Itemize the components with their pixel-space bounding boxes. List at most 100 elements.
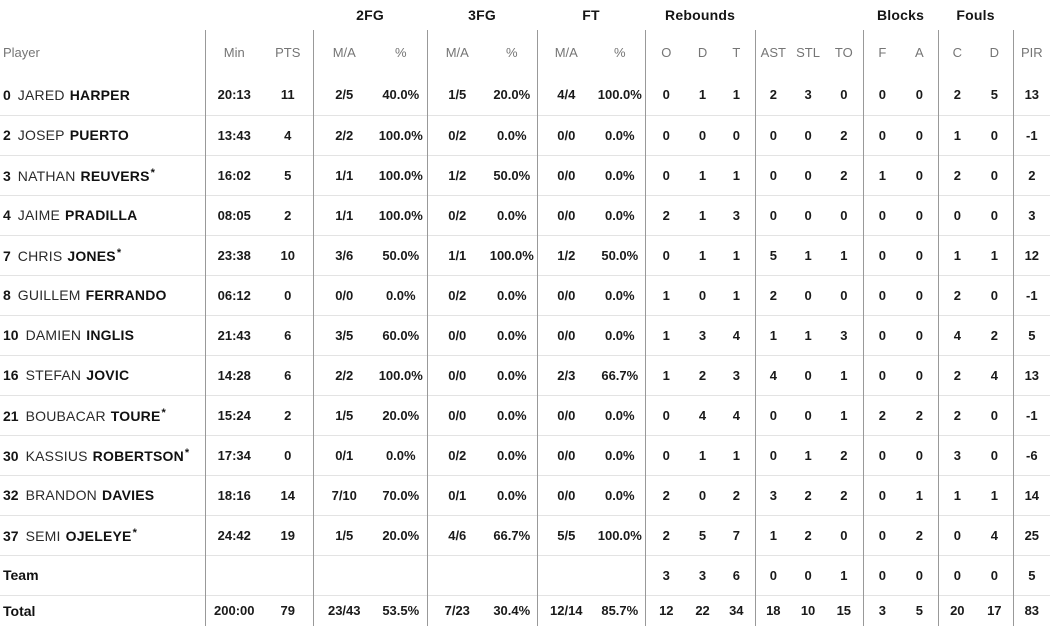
ft-ma-cell: 0/0: [537, 114, 596, 155]
group-header-rebounds: Rebounds: [665, 7, 736, 23]
3fg-ma-cell: 0/0: [427, 354, 488, 395]
2fg-pct-cell: 70.0%: [375, 474, 428, 515]
table-row: 16 STEFAN JOVIC 14:28 6 2/2 100.0% 0/0 0.0…: [0, 354, 1050, 395]
foul-c-cell: 0: [938, 554, 977, 595]
stl-cell: 0: [791, 154, 826, 195]
pir-cell: -6: [1013, 434, 1050, 475]
starter-mark: *: [184, 446, 190, 459]
pir-cell: 12: [1013, 234, 1050, 275]
reb-o-cell: 3: [645, 554, 688, 595]
table-row: 21 BOUBACAR TOURE* 15:24 2 1/5 20.0% 0/0 0…: [0, 394, 1050, 435]
stl-cell: 0: [791, 114, 826, 155]
column-header-stl: STL: [796, 45, 820, 60]
blk-f-cell: 0: [863, 314, 902, 355]
player-number: 32: [3, 487, 19, 503]
reb-t-cell: 1: [718, 154, 756, 195]
player-number: 7: [3, 247, 11, 264]
3fg-ma-cell: 0/2: [427, 194, 488, 235]
blk-a-cell: 0: [901, 194, 939, 235]
player-first-name: STEFAN: [25, 367, 82, 383]
ft-pct-cell: 0.0%: [595, 434, 646, 475]
pts-cell: [263, 554, 314, 595]
stl-cell: 1: [791, 234, 826, 275]
to-cell: 3: [825, 314, 864, 355]
reb-o-cell: 0: [645, 434, 688, 475]
2fg-pct-cell: 100.0%: [375, 354, 428, 395]
3fg-pct-cell: 0.0%: [487, 354, 538, 395]
reb-t-cell: 1: [718, 75, 756, 115]
3fg-ma-cell: 0/0: [427, 394, 488, 435]
min-cell: 21:43: [205, 314, 263, 355]
reb-t-cell: 0: [718, 114, 756, 155]
foul-d-cell: 0: [976, 194, 1014, 235]
player-cell: 32 BRANDON DAVIES: [0, 474, 206, 515]
foul-d-cell: 5: [976, 75, 1014, 115]
pir-cell: -1: [1013, 274, 1050, 315]
column-header-ft-pct: %: [595, 30, 646, 75]
column-header-blk-a: A: [901, 30, 939, 75]
ft-pct-cell: 0.0%: [595, 274, 646, 315]
ft-ma-cell: 0/0: [537, 274, 596, 315]
2fg-ma-cell: 23/43: [313, 594, 375, 626]
player-first-name: NATHAN: [17, 167, 76, 184]
reb-o-cell: 0: [645, 234, 688, 275]
column-header-reb-d: D: [697, 45, 708, 60]
min-cell: 23:38: [205, 234, 263, 275]
3fg-pct-cell: 0.0%: [487, 394, 538, 435]
pts-cell: 4: [263, 114, 314, 155]
column-header-row: Player Min PTS M/A % M/A % M/A % O D T A…: [0, 30, 1050, 75]
3fg-ma-cell: [427, 554, 488, 595]
foul-c-cell: 3: [938, 434, 977, 475]
table-row: Total 200:00 79 23/43 53.5% 7/23 30.4% 1…: [0, 594, 1050, 626]
player-first-name: DAMIEN: [25, 327, 82, 343]
foul-d-cell: 17: [976, 594, 1014, 626]
pir-cell: 14: [1013, 474, 1050, 515]
starter-mark: *: [150, 166, 155, 179]
pts-cell: 14: [263, 474, 314, 515]
player-number: 21: [3, 407, 19, 424]
column-header-2fg-ma: M/A: [332, 45, 356, 60]
pts-cell: 6: [263, 354, 314, 395]
3fg-pct-cell: 20.0%: [487, 75, 538, 115]
2fg-ma-cell: 2/2: [313, 354, 375, 395]
ast-cell: 1: [755, 314, 792, 355]
starter-mark: *: [132, 526, 137, 539]
reb-t-cell: 3: [718, 354, 756, 395]
ast-cell: 18: [755, 594, 792, 626]
stl-cell: 0: [791, 274, 826, 315]
to-cell: 2: [825, 434, 864, 475]
min-cell: 200:00: [205, 594, 263, 626]
reb-d-cell: 4: [687, 394, 719, 435]
2fg-ma-cell: [313, 554, 375, 595]
foul-c-cell: 2: [938, 154, 977, 195]
blk-f-cell: 2: [863, 394, 902, 435]
reb-t-cell: 6: [718, 554, 756, 595]
ast-cell: 2: [755, 274, 792, 315]
blk-a-cell: 0: [901, 554, 939, 595]
foul-c-cell: 2: [938, 394, 977, 435]
group-header-2fg: 2FG: [356, 7, 384, 23]
column-header-pir: PIR: [1020, 45, 1043, 60]
2fg-ma-cell: 0/0: [313, 274, 375, 315]
player-last-name: PRADILLA: [65, 207, 138, 223]
column-header-2fg-pct: %: [375, 30, 428, 75]
2fg-pct-cell: 53.5%: [375, 594, 428, 626]
reb-o-cell: 2: [645, 514, 688, 555]
table-row: 37 SEMI OJELEYE* 24:42 19 1/5 20.0% 4/6 66…: [0, 514, 1050, 555]
stl-cell: 10: [791, 594, 826, 626]
player-first-name: BRANDON: [25, 487, 97, 503]
to-cell: 1: [825, 394, 864, 435]
pts-cell: 19: [263, 514, 314, 555]
player-first-name: CHRIS: [17, 247, 63, 264]
blk-f-cell: 0: [863, 354, 902, 395]
to-cell: 0: [825, 75, 864, 115]
foul-d-cell: 0: [976, 554, 1014, 595]
player-last-name: REUVERS: [80, 167, 150, 184]
table-row: 8 GUILLEM FERRANDO 06:12 0 0/0 0.0% 0/2 0.…: [0, 274, 1050, 315]
pts-cell: 2: [263, 194, 314, 235]
2fg-ma-cell: 2/2: [313, 114, 375, 155]
3fg-pct-cell: 0.0%: [487, 194, 538, 235]
reb-o-cell: 1: [645, 274, 688, 315]
min-cell: 16:02: [205, 154, 263, 195]
player-last-name: JOVIC: [86, 367, 130, 383]
